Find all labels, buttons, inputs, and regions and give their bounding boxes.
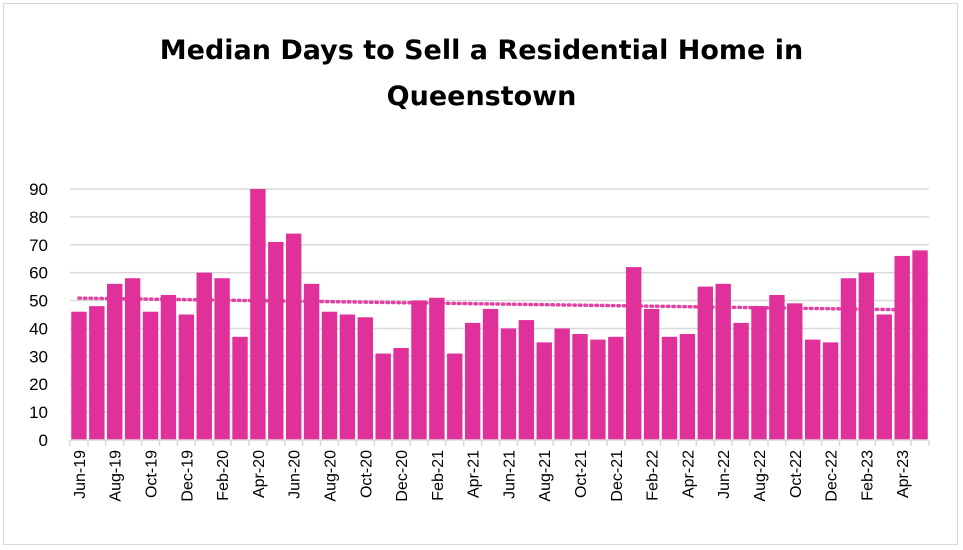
x-tick-label: Apr-23 (895, 450, 912, 498)
bars (71, 189, 928, 440)
y-tick-label: 0 (39, 431, 48, 450)
bar-Feb-22 (643, 308, 660, 440)
x-tick-label: Dec-19 (179, 450, 196, 502)
bar-Jul-22 (733, 322, 749, 440)
x-tick-label: Jun-22 (716, 450, 733, 499)
bar-Nov-19 (160, 294, 177, 440)
x-axis-ticks: Jun-19 Aug-19 Oct-19 Dec-19 Feb-20 Apr-20 Jun-… (69, 440, 930, 502)
x-tick-label: Jun-19 (72, 450, 89, 499)
bar-Dec-22 (822, 342, 839, 440)
x-tick-label: Apr-22 (680, 450, 697, 498)
bar-May-23 (912, 250, 928, 440)
x-tick-label: Oct-21 (573, 450, 590, 498)
bar-Mar-23 (876, 314, 892, 440)
bar-Sep-19 (124, 278, 141, 440)
bar-Jul-19 (89, 306, 105, 440)
y-tick-label: 20 (29, 375, 48, 394)
y-tick-label: 60 (29, 264, 48, 283)
x-tick-label: Oct-22 (788, 450, 805, 498)
bar-Dec-20 (393, 347, 409, 440)
bar-Jan-20 (196, 272, 212, 440)
bar-Nov-20 (375, 353, 391, 440)
bar-Aug-19 (107, 283, 123, 440)
bar-Oct-19 (142, 311, 159, 440)
bar-Oct-21 (572, 334, 588, 440)
bar-Jun-22 (715, 283, 731, 440)
bar-Jan-21 (411, 300, 427, 440)
bar-Aug-21 (536, 342, 552, 440)
x-tick-label: Aug-20 (322, 450, 339, 502)
x-tick-label: Dec-22 (824, 450, 841, 502)
chart-title-line-2: Queenstown (386, 81, 577, 112)
y-tick-label: 10 (29, 403, 48, 422)
bar-Oct-22 (787, 303, 803, 440)
bar-Feb-21 (429, 297, 445, 440)
bar-Dec-21 (608, 336, 624, 440)
y-tick-label: 80 (29, 208, 48, 227)
x-tick-label: Apr-21 (466, 450, 483, 498)
chart-title: Median Days to Sell a Residential Home i… (0, 28, 963, 120)
bar-May-22 (697, 286, 713, 440)
x-tick-label: Feb-20 (215, 450, 232, 501)
bar-Mar-20 (232, 336, 248, 440)
x-tick-label: Aug-22 (752, 450, 769, 502)
trendline-group (77, 296, 904, 312)
bar-Dec-19 (178, 314, 195, 440)
x-tick-label: Aug-19 (108, 450, 125, 502)
bar-Jul-21 (518, 320, 535, 440)
bar-Feb-20 (214, 278, 230, 440)
bar-Apr-21 (464, 322, 481, 440)
x-tick-label: Oct-20 (358, 450, 375, 498)
bar-Jul-20 (303, 283, 320, 440)
bar-Sep-22 (769, 294, 785, 440)
y-tick-label: 70 (29, 236, 48, 255)
bar-Jan-23 (840, 278, 857, 440)
x-tick-label: Dec-21 (609, 450, 626, 502)
bar-Sep-21 (554, 328, 570, 440)
gridlines (70, 188, 929, 413)
bar-Feb-23 (858, 272, 875, 440)
bar-Nov-22 (804, 339, 821, 440)
y-axis-ticks: 0 10 20 30 40 50 60 70 80 90 (29, 180, 48, 450)
bar-Oct-20 (357, 317, 373, 440)
bar-Nov-21 (590, 339, 606, 440)
bar-Jan-22 (626, 267, 642, 440)
chart-title-line-1: Median Days to Sell a Residential Home i… (159, 35, 804, 66)
bar-Sep-20 (339, 314, 356, 440)
bar-Aug-22 (751, 306, 767, 440)
x-tick-label: Apr-20 (251, 450, 268, 498)
bar-Mar-21 (447, 353, 463, 440)
x-tick-label: Jun-21 (501, 450, 518, 499)
bar-Mar-22 (661, 336, 678, 440)
y-tick-label: 50 (29, 292, 48, 311)
y-tick-label: 30 (29, 347, 48, 366)
y-tick-label: 40 (29, 319, 48, 338)
chart-frame (3, 3, 958, 545)
bar-May-20 (268, 241, 284, 440)
x-tick-label: Aug-21 (537, 450, 554, 502)
bar-Jun-21 (500, 328, 517, 440)
x-tick-label: Jun-20 (287, 450, 304, 499)
x-tick-label: Feb-23 (859, 450, 876, 501)
bar-Apr-23 (894, 255, 910, 440)
bar-Apr-22 (679, 334, 696, 440)
x-tick-label: Dec-20 (394, 450, 411, 502)
bar-May-21 (482, 308, 499, 440)
bar-Aug-20 (321, 311, 338, 440)
y-tick-label: 90 (29, 180, 48, 199)
x-tick-label: Oct-19 (144, 450, 161, 498)
trendline (77, 296, 904, 312)
bar-Jun-20 (286, 233, 302, 440)
x-tick-label: Feb-21 (430, 450, 447, 501)
bar-Jun-19 (71, 311, 87, 440)
x-tick-label: Feb-22 (645, 450, 662, 501)
bar-Apr-20 (250, 189, 266, 440)
